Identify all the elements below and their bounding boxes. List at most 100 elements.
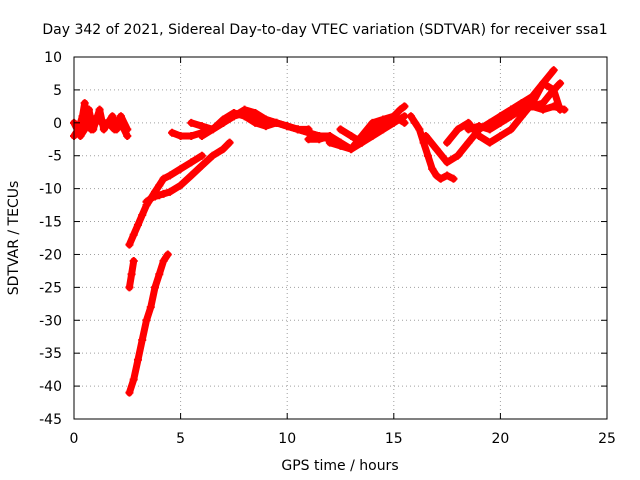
data-point [415,125,424,134]
data-point [187,118,196,127]
data-point [110,125,119,134]
data-point [146,303,155,312]
data-point [496,131,505,140]
data-point [336,125,345,134]
data-point [396,105,405,114]
series-arc-evening-b [421,66,558,167]
data-point [453,125,462,134]
data-point [125,283,134,292]
data-point [389,112,398,121]
y-tick-label: -30 [39,313,62,329]
data-point [208,125,217,134]
data-point [125,388,134,397]
data-point [197,131,206,140]
series-arc-afternoon-c [325,112,409,154]
data-point [219,118,228,127]
data-point [272,118,281,127]
data-series [70,66,569,397]
data-point [293,125,302,134]
data-point [240,108,249,117]
series-arc-rise-a [125,151,206,249]
data-point [116,112,125,121]
y-tick-label: 0 [53,116,62,132]
data-point [187,171,196,180]
series-trace [443,79,564,147]
data-point [129,230,138,239]
data-point [163,250,172,259]
data-point [432,145,441,154]
data-point [379,115,388,124]
data-point [127,270,136,279]
y-tick-label: -35 [39,346,62,362]
data-point [261,115,270,124]
data-point [400,118,409,127]
data-point [146,194,155,203]
data-point [93,112,102,121]
series-arc-evening-e [496,99,569,121]
data-point [155,181,164,190]
data-point [142,197,151,206]
data-point [219,145,228,154]
y-tick-label: -5 [48,149,62,165]
data-point [507,105,516,114]
y-tick-label: 10 [44,50,62,66]
data-point [315,135,324,144]
y-tick-label: -25 [39,280,62,296]
y-tick-label: -15 [39,215,62,231]
data-point [138,336,147,345]
data-point [496,112,505,121]
axis-ticks [73,56,608,420]
data-point [80,99,89,108]
data-point [159,257,168,266]
data-point [549,66,558,75]
data-point [283,122,292,131]
data-point [528,102,537,111]
series-arc-deep-dip [125,250,172,397]
data-point [549,85,558,94]
data-point [539,79,548,88]
data-point [251,112,260,121]
data-point [453,151,462,160]
data-point [556,79,565,88]
data-point [304,125,313,134]
data-point [129,257,138,266]
series-arc-rise-b [142,138,234,206]
data-point [197,161,206,170]
series-trace [422,66,558,166]
x-tick-label: 10 [278,431,296,447]
x-tick-label: 20 [491,431,509,447]
data-point [400,102,409,111]
data-point [475,122,484,131]
data-point [208,151,217,160]
data-point [133,355,142,364]
data-point [76,131,85,140]
data-point [80,125,89,134]
data-point [123,125,132,134]
data-point [347,131,356,140]
data-point [379,125,388,134]
x-axis-label: GPS time / hours [281,458,398,474]
data-point [464,125,473,134]
data-point [304,135,313,144]
series-arc-short [125,257,138,292]
data-point [347,145,356,154]
data-point [151,283,160,292]
y-axis-label: SDTVAR / TECUs [6,181,22,296]
series-trace [464,79,564,133]
data-point [159,189,168,198]
data-point [138,210,147,219]
x-tick-labels: 0 5 10 15 20 25 [70,431,616,447]
series-arc-mid-c [197,108,313,140]
data-point [449,174,458,183]
data-point [155,270,164,279]
data-point [108,112,117,121]
data-point [325,138,334,147]
data-point [485,138,494,147]
x-tick-label: 5 [176,431,185,447]
y-tick-label: -10 [39,182,62,198]
data-point [84,105,93,114]
series-trace [125,251,172,397]
series-arc-afternoon-b [336,112,409,147]
data-point [428,164,437,173]
